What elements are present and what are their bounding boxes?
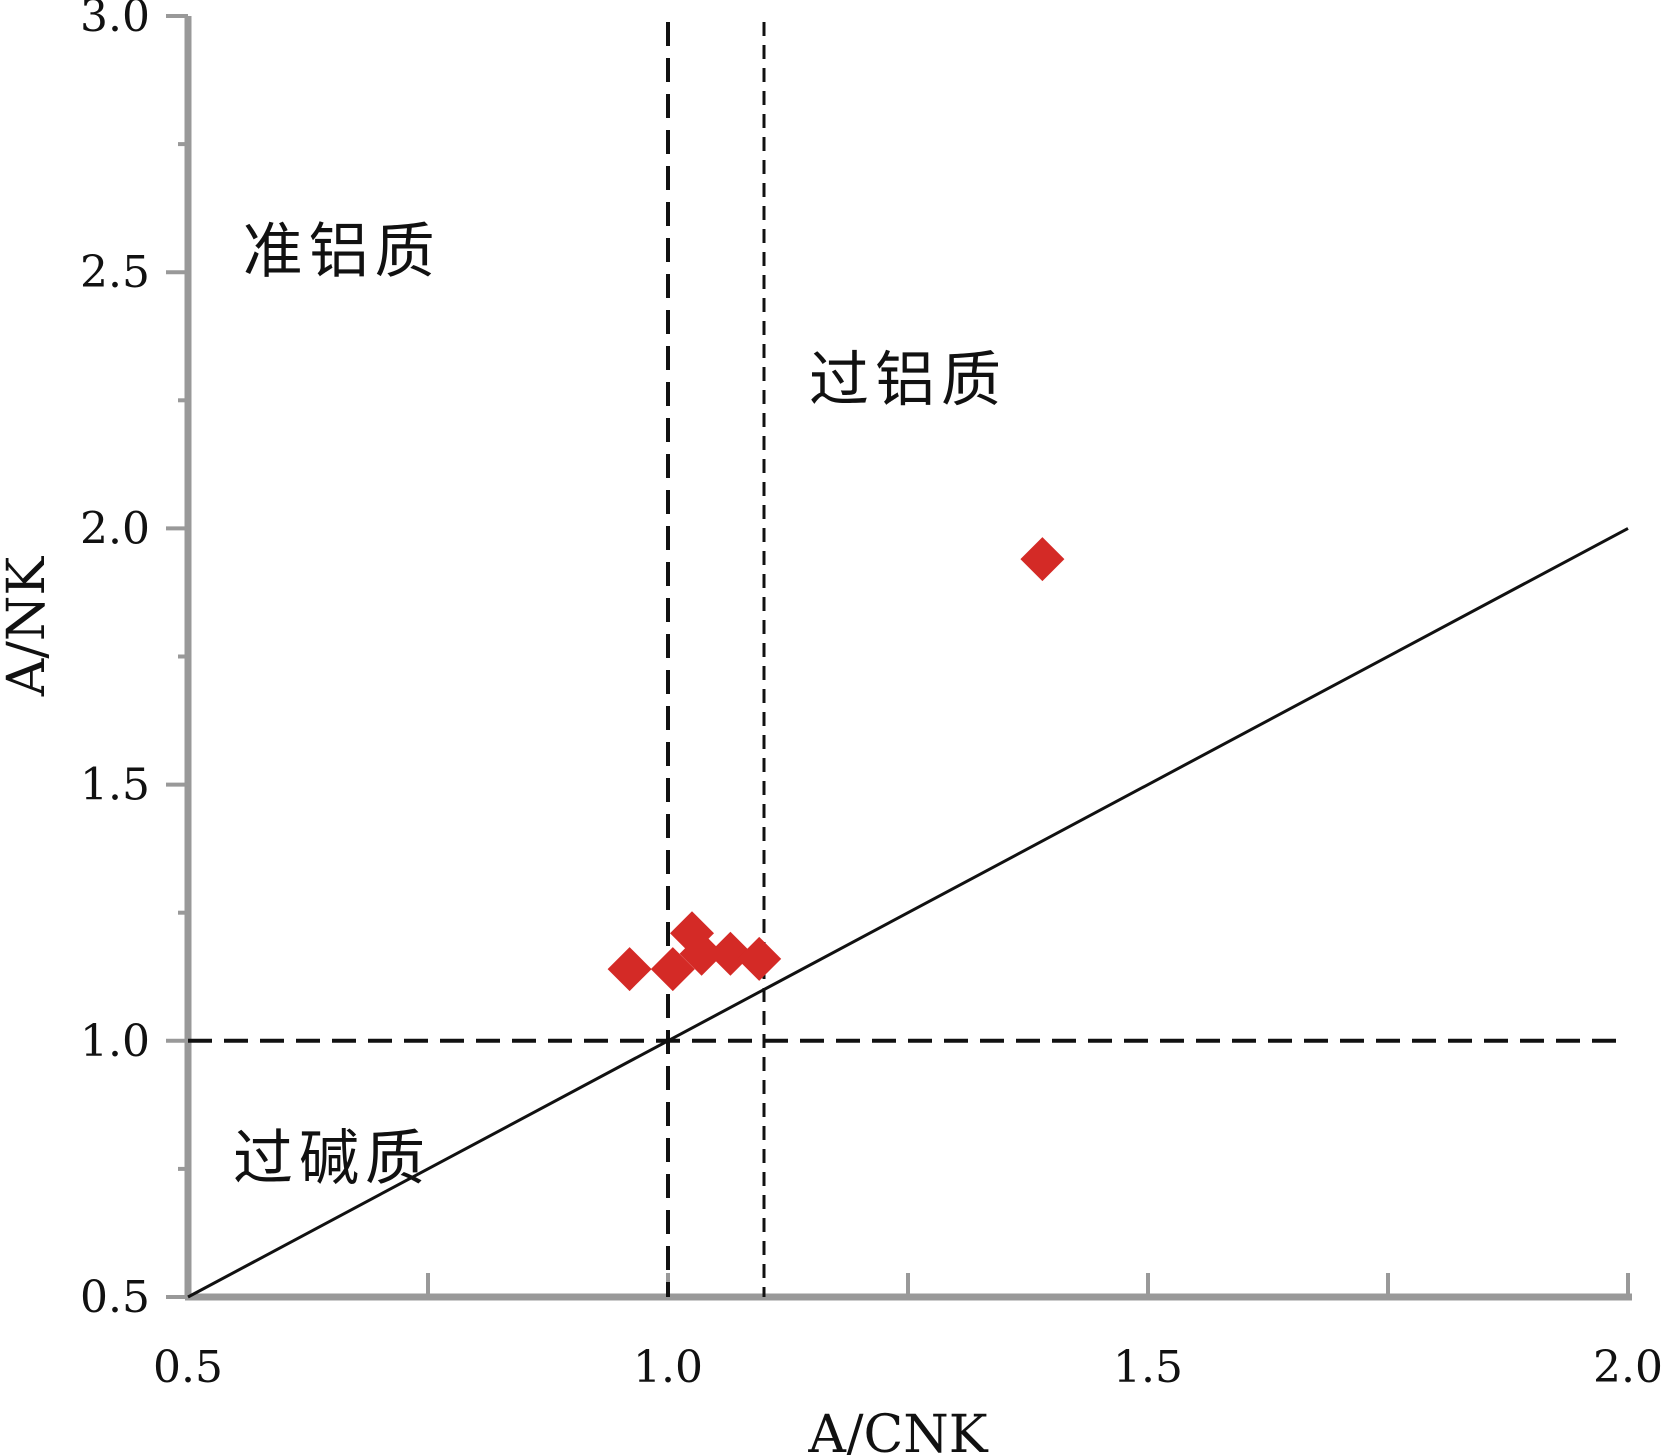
axes [166,14,1632,1301]
data-point [679,931,724,976]
x-tick-label: 2.0 [1593,1342,1663,1393]
x-tick-label: 1.5 [1113,1342,1183,1393]
y-tick-label: 0.5 [80,1272,150,1323]
region-label: 过铝质 [809,345,1007,415]
x-tick-label: 1.0 [633,1342,703,1393]
x-axis-label: A/CNK [807,1405,988,1455]
y-tick-label: 2.0 [80,503,150,554]
y-tick-label: 3.0 [80,0,150,42]
tick-labels: 0.5 1.0 1.5 2.0 2.5 3.0 0.5 1.0 1.5 2.0 [80,0,1663,1393]
y-axis-label: A/NK [0,556,57,698]
data-point [650,947,695,992]
data-point [737,936,782,981]
y-tick-label: 1.5 [80,760,150,811]
data-points [607,537,1065,992]
data-point [1020,537,1065,582]
x-tick-label: 0.5 [153,1342,223,1393]
data-point [708,931,753,976]
y-tick-label: 2.5 [80,247,150,298]
data-point [607,947,652,992]
region-label: 过碱质 [233,1124,431,1194]
reference-lines [187,22,1629,1299]
y-tick-label: 1.0 [80,1016,150,1067]
region-label: 准铝质 [243,217,441,287]
diagonal-reference-line [187,527,1629,1299]
